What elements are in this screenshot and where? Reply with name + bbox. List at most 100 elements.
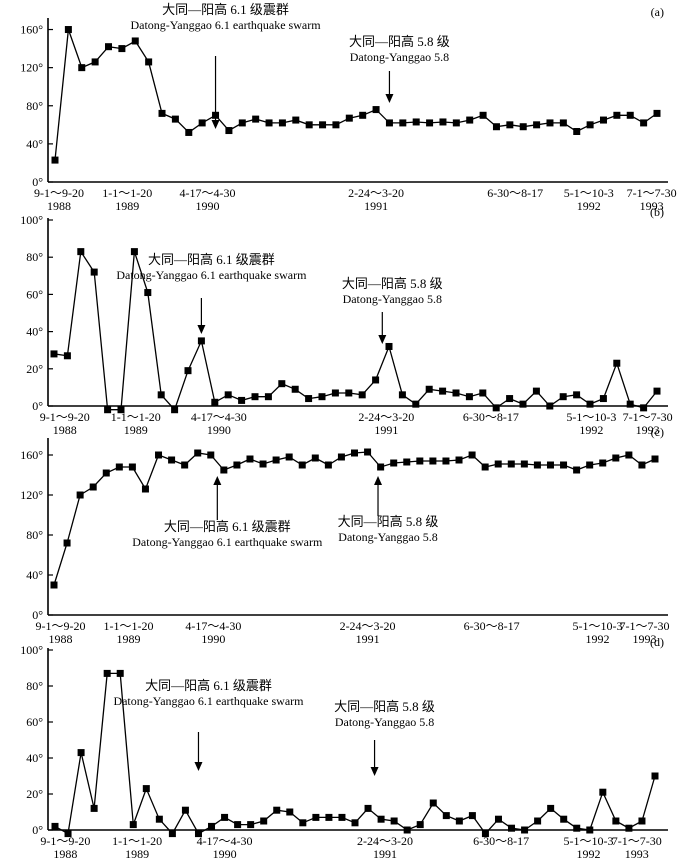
x-tick-year: 1988 bbox=[53, 847, 77, 861]
data-point bbox=[238, 119, 246, 127]
data-point bbox=[533, 121, 541, 129]
event-arrow-head bbox=[370, 767, 379, 776]
data-point bbox=[506, 121, 514, 129]
x-tick-year: 1991 bbox=[374, 423, 398, 437]
panel-d: 0°20°40°60°80°100°(d)9-1～9-2019881-1～1-2… bbox=[20, 635, 668, 861]
event-label-cn: 大同—阳高 5.8 级 bbox=[342, 276, 443, 291]
data-point bbox=[390, 817, 398, 825]
data-point bbox=[573, 391, 581, 399]
data-point bbox=[221, 813, 229, 821]
data-point bbox=[272, 456, 280, 464]
data-point bbox=[455, 456, 463, 464]
data-point bbox=[181, 461, 189, 469]
event-label-en: Datong-Yanggao 5.8 bbox=[350, 50, 449, 64]
data-point bbox=[252, 115, 260, 123]
x-tick-year: 1992 bbox=[579, 423, 603, 437]
panel-c: 0°40°80°120°160°(c)9-1～9-2019881-1～1-201… bbox=[20, 425, 669, 646]
data-point bbox=[338, 813, 346, 821]
data-point bbox=[651, 772, 659, 780]
data-point bbox=[90, 804, 98, 812]
data-point bbox=[398, 391, 406, 399]
data-point bbox=[468, 451, 476, 459]
x-tick-label: 7-1～7-30 bbox=[620, 619, 670, 633]
data-point bbox=[465, 393, 473, 401]
data-point bbox=[104, 406, 112, 414]
data-point bbox=[194, 830, 202, 838]
x-tick-label: 5-1～10-3 bbox=[566, 410, 616, 424]
panel-label: (c) bbox=[651, 425, 664, 439]
data-point bbox=[157, 391, 165, 399]
data-point bbox=[76, 491, 84, 499]
data-point bbox=[612, 454, 620, 462]
x-tick-year: 1993 bbox=[633, 632, 657, 646]
data-point bbox=[89, 483, 97, 491]
data-point bbox=[479, 389, 487, 397]
x-tick-label: 4-17～4-30 bbox=[185, 619, 241, 633]
y-tick-label: 40° bbox=[26, 568, 43, 582]
data-point bbox=[224, 391, 232, 399]
data-point bbox=[508, 824, 516, 832]
data-point bbox=[599, 116, 607, 124]
data-point bbox=[325, 813, 333, 821]
data-point bbox=[364, 448, 372, 456]
data-point bbox=[519, 123, 527, 131]
data-point bbox=[586, 400, 594, 408]
data-point bbox=[546, 461, 554, 469]
y-tick-label: 80° bbox=[26, 528, 43, 542]
data-point bbox=[640, 119, 648, 127]
y-tick-label: 80° bbox=[26, 250, 43, 264]
data-point bbox=[50, 581, 58, 589]
y-tick-label: 0° bbox=[32, 399, 43, 413]
data-point bbox=[651, 455, 659, 463]
data-point bbox=[168, 830, 176, 838]
y-tick-label: 100° bbox=[20, 213, 43, 227]
x-tick-label: 5-1～10-3 bbox=[564, 186, 614, 200]
data-point bbox=[129, 821, 137, 829]
data-point bbox=[559, 119, 567, 127]
data-point bbox=[439, 387, 447, 395]
data-point bbox=[586, 826, 594, 834]
event-arrow-head bbox=[194, 762, 203, 771]
data-point bbox=[519, 400, 527, 408]
panel-label: (d) bbox=[650, 635, 664, 649]
data-point bbox=[573, 466, 581, 474]
data-point bbox=[613, 111, 621, 119]
data-point bbox=[312, 813, 320, 821]
y-tick-label: 0° bbox=[32, 608, 43, 622]
data-point bbox=[64, 26, 72, 34]
data-point bbox=[351, 449, 358, 457]
data-point bbox=[638, 817, 646, 825]
data-point bbox=[425, 385, 433, 393]
data-point bbox=[586, 461, 594, 469]
y-tick-label: 0° bbox=[32, 175, 43, 189]
data-point bbox=[599, 788, 607, 796]
data-point bbox=[452, 119, 460, 127]
x-tick-label: 9-1～9-20 bbox=[40, 834, 90, 848]
x-tick-year: 1992 bbox=[586, 632, 610, 646]
data-point bbox=[364, 804, 372, 812]
data-point bbox=[546, 119, 554, 127]
data-point bbox=[492, 404, 500, 412]
data-point bbox=[599, 459, 607, 467]
data-point bbox=[305, 395, 313, 403]
x-tick-year: 1989 bbox=[124, 423, 148, 437]
event-label-cn: 大同—阳高 6.1 级震群 bbox=[162, 2, 289, 17]
data-point bbox=[130, 248, 138, 256]
data-point bbox=[264, 393, 272, 401]
x-tick-label: 2-24～3-20 bbox=[358, 410, 414, 424]
data-point bbox=[416, 457, 424, 465]
event-label-en: Datong-Yanggao 5.8 bbox=[335, 715, 434, 729]
x-tick-label: 2-24～3-20 bbox=[340, 619, 396, 633]
series-line bbox=[54, 29, 658, 161]
data-point bbox=[128, 463, 136, 471]
data-point bbox=[117, 406, 125, 414]
x-tick-year: 1991 bbox=[356, 632, 380, 646]
x-tick-label: 2-24～3-20 bbox=[357, 834, 413, 848]
data-point bbox=[155, 451, 163, 459]
event-label-cn: 大同—阳高 6.1 级震群 bbox=[145, 678, 272, 693]
data-point bbox=[547, 804, 555, 812]
data-point bbox=[142, 785, 150, 793]
x-tick-label: 1-1～1-20 bbox=[111, 410, 161, 424]
y-tick-label: 120° bbox=[20, 488, 43, 502]
data-point bbox=[573, 824, 581, 832]
